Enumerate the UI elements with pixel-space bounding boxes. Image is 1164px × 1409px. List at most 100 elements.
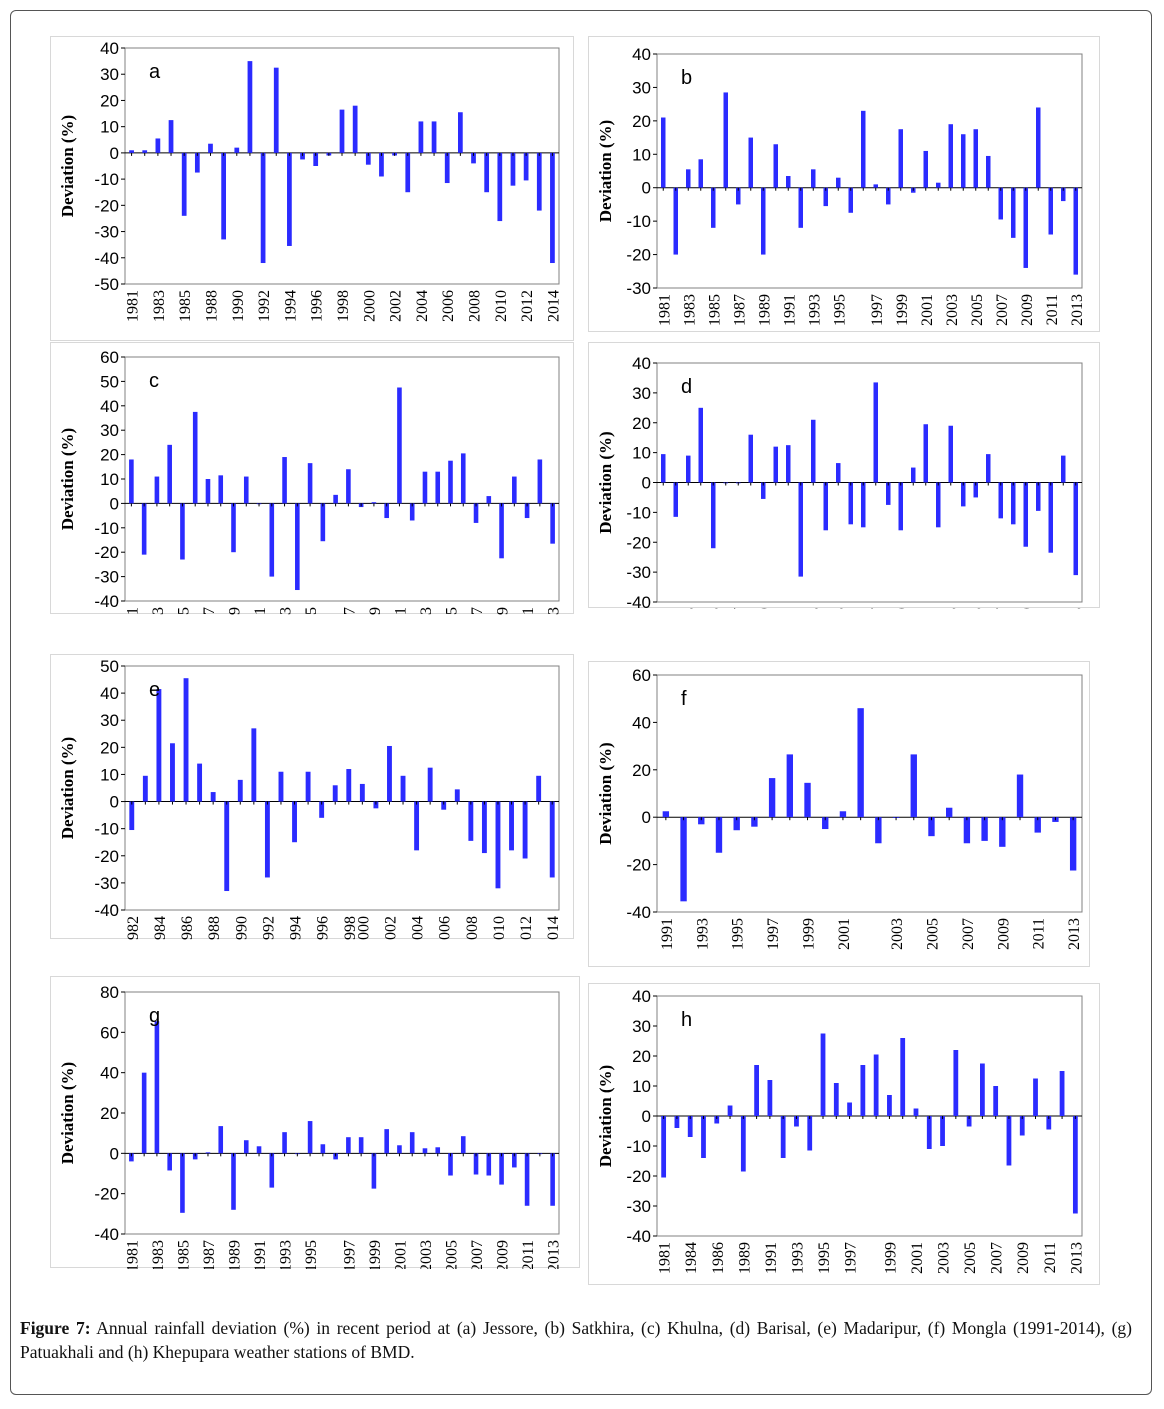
bar — [926, 1116, 932, 1149]
x-tick-label: 1993 — [806, 608, 823, 609]
bar — [441, 801, 447, 810]
x-tick-label: 2003 — [936, 1242, 953, 1274]
bar — [673, 482, 678, 517]
x-tick-label: 1983 — [151, 290, 168, 322]
x-tick-label: 2003 — [889, 918, 906, 950]
x-tick-label: 2001 — [919, 608, 936, 609]
x-tick-label: 2013 — [1069, 294, 1086, 326]
figure-frame — [10, 10, 1152, 1395]
bar — [807, 1116, 813, 1151]
bar — [661, 454, 666, 483]
y-tick-label: 40 — [100, 684, 119, 703]
bar — [346, 769, 352, 802]
chart-svg-h: 40 30 20 10 0 -10 -20 -30 -40 1981 1984 1986 1989 199… — [596, 987, 1085, 1274]
bar — [333, 494, 338, 504]
bar — [898, 129, 903, 188]
y-tick-label: -20 — [626, 1167, 651, 1186]
bar — [359, 783, 365, 802]
bar — [798, 482, 803, 577]
bar — [811, 169, 816, 188]
y-tick-label: 20 — [100, 1104, 119, 1123]
x-tick-label: 1993 — [278, 1240, 295, 1269]
bar — [980, 1063, 985, 1116]
y-tick-label: -30 — [94, 874, 119, 893]
chart-svg-c: 60 50 40 30 20 10 0 -10 -20 -30 -40 1981 1983 1985 198… — [58, 348, 563, 615]
x-tick-label: 1997 — [869, 294, 886, 326]
bar — [773, 144, 778, 188]
x-tick-label: 2010 — [491, 916, 508, 940]
bar — [499, 1153, 504, 1185]
x-tick-label: 1989 — [756, 294, 773, 326]
x-tick-label: 2009 — [495, 607, 512, 615]
x-tick-label: 1997 — [765, 918, 782, 950]
x-tick-label: 1981 — [124, 1240, 141, 1269]
bar — [748, 434, 753, 483]
bar — [224, 801, 230, 892]
bar — [142, 775, 148, 802]
bar — [973, 129, 978, 188]
bar — [339, 109, 345, 153]
bar — [873, 184, 878, 188]
x-tick-label: 1981 — [124, 607, 141, 615]
bar — [499, 503, 504, 559]
bar — [405, 152, 411, 193]
y-tick-label: -50 — [94, 275, 119, 294]
x-tick-label: 1985 — [706, 608, 723, 609]
bar — [848, 187, 853, 213]
bar — [993, 1086, 999, 1116]
bar — [936, 182, 941, 188]
bar — [256, 1146, 262, 1154]
bar — [1046, 1116, 1052, 1130]
y-tick-label: -40 — [626, 903, 651, 922]
bar — [282, 1132, 287, 1154]
y-tick-label: 0 — [110, 793, 119, 812]
bar — [218, 1126, 224, 1154]
x-tick-label: 2008 — [467, 290, 484, 322]
bar — [861, 482, 866, 528]
panel-letter: b — [681, 67, 692, 89]
y-tick-label: -40 — [626, 593, 651, 609]
x-tick-label: 2005 — [969, 608, 986, 609]
bar — [1006, 1116, 1012, 1166]
bar — [167, 1153, 172, 1171]
y-tick-label: -20 — [94, 196, 119, 215]
chart-svg-f: 60 40 20 0 -20 -40 1991 1993 1995 1997 1999 2001 200… — [596, 666, 1083, 950]
bar — [247, 61, 253, 153]
bar — [194, 152, 200, 173]
y-tick-label: 60 — [100, 1023, 119, 1042]
bar — [180, 1153, 185, 1213]
x-tick-label: 1983 — [681, 608, 698, 609]
bar — [332, 785, 338, 802]
bar — [305, 771, 311, 802]
x-tick-label: 2002 — [388, 290, 405, 322]
bar — [183, 678, 189, 802]
x-tick-label: 2013 — [546, 1240, 563, 1269]
bar — [786, 176, 791, 188]
y-tick-label: -10 — [94, 170, 119, 189]
bar — [913, 1108, 919, 1116]
x-tick-label: 1993 — [694, 918, 711, 950]
x-tick-label: 2006 — [440, 290, 457, 322]
y-tick-label: -20 — [626, 856, 651, 875]
x-tick-label: 2011 — [520, 607, 537, 615]
x-tick-label: 1991 — [781, 294, 798, 326]
y-tick-label: -30 — [626, 1197, 651, 1216]
x-tick-label: 1995 — [831, 294, 848, 326]
plot-area — [656, 674, 1083, 913]
bar — [661, 117, 666, 188]
bar — [524, 503, 530, 519]
bar — [180, 503, 185, 560]
bar — [156, 689, 162, 802]
bar — [999, 817, 1006, 847]
bar — [269, 503, 275, 577]
bar — [550, 503, 555, 544]
bar — [836, 177, 841, 188]
bar — [264, 801, 270, 878]
bar — [218, 475, 224, 504]
bar — [998, 187, 1003, 220]
y-tick-label: 30 — [100, 711, 119, 730]
x-tick-label: 1990 — [233, 916, 250, 940]
bar — [155, 138, 161, 153]
bar — [319, 801, 325, 818]
y-tick-label: -20 — [626, 533, 651, 552]
